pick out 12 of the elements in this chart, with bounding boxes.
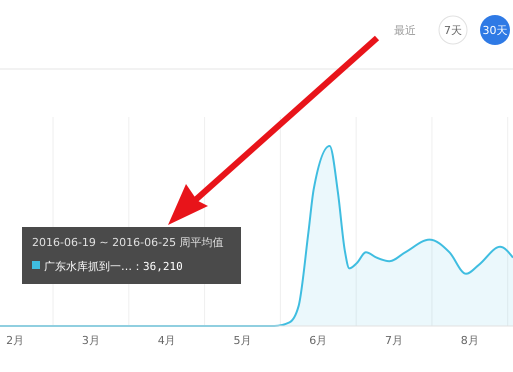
x-tick-label: 2月 xyxy=(6,334,24,347)
annotation: 2016-06-19 ~ 2016-06-25 周平均值 xyxy=(32,236,224,249)
x-tick-label: 7月 xyxy=(385,334,404,347)
annotation: ：36,210 xyxy=(132,260,183,273)
x-tick-label: 4月 xyxy=(158,334,176,347)
x-tick-label: 3月 xyxy=(82,334,100,347)
x-tick-label: 8月 xyxy=(460,334,479,347)
text: 最近 xyxy=(394,24,416,37)
button: 30天 xyxy=(480,15,510,45)
x-tick-label: 5月 xyxy=(233,334,252,347)
x-tick-label: 6月 xyxy=(309,334,328,347)
button: 7天 xyxy=(438,16,468,44)
